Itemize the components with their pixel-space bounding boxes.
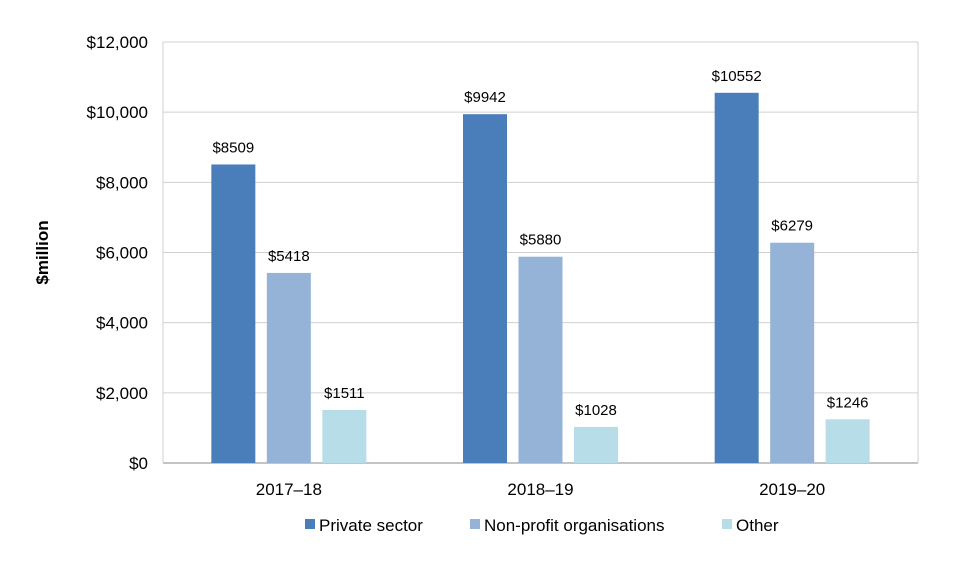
legend-label: Other — [736, 516, 779, 535]
y-tick-label: $0 — [129, 454, 148, 473]
data-label: $1028 — [575, 402, 617, 419]
y-tick-label: $12,000 — [87, 33, 148, 52]
bar — [322, 409, 367, 463]
bar — [574, 426, 618, 463]
y-tick-label: $10,000 — [87, 103, 148, 122]
legend-swatch — [305, 519, 315, 529]
bar — [211, 164, 256, 463]
bar — [518, 256, 563, 463]
data-label: $8509 — [212, 139, 254, 156]
y-tick-label: $8,000 — [96, 173, 148, 192]
y-axis-label: $million — [33, 220, 52, 284]
bar — [266, 272, 311, 463]
y-tick-label: $4,000 — [96, 314, 148, 333]
data-label: $1511 — [324, 385, 365, 402]
bar — [825, 419, 870, 463]
y-tick-label: $2,000 — [96, 384, 148, 403]
data-label: $5418 — [268, 248, 310, 265]
legend-label: Private sector — [319, 516, 423, 535]
x-tick-label: 2018–19 — [507, 480, 573, 499]
data-label: $1246 — [827, 394, 869, 411]
data-label: $9942 — [464, 89, 506, 106]
y-tick-label: $6,000 — [96, 244, 148, 263]
bar — [714, 92, 759, 464]
x-tick-label: 2017–18 — [256, 480, 322, 499]
bar — [463, 114, 507, 463]
x-tick-label: 2019–20 — [759, 480, 825, 499]
bar — [770, 242, 815, 463]
data-label: $6279 — [771, 218, 813, 235]
data-label: $10552 — [712, 68, 762, 85]
legend-swatch — [722, 519, 732, 529]
legend-swatch — [470, 519, 480, 529]
legend-label: Non-profit organisations — [484, 516, 664, 535]
data-label: $5880 — [520, 232, 562, 249]
